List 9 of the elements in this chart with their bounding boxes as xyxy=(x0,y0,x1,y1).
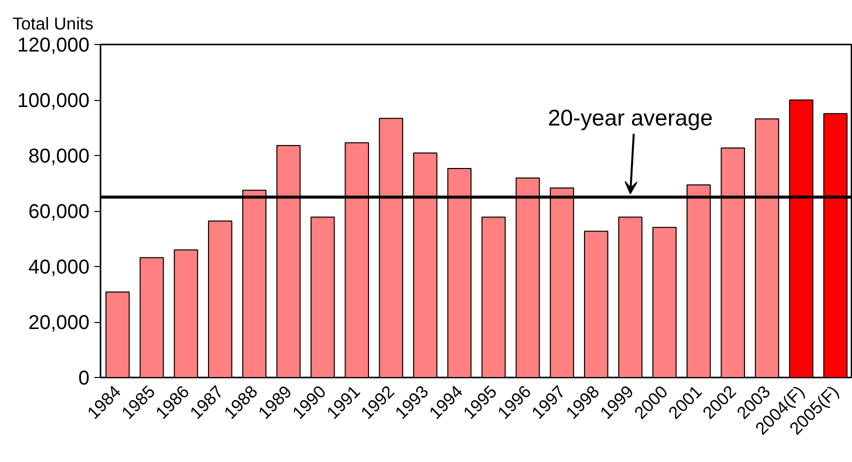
y-tick-label: 120,000 xyxy=(17,34,90,56)
y-tick-label: 60,000 xyxy=(28,201,90,223)
y-axis-title: Total Units xyxy=(12,14,94,34)
y-tick-label: 100,000 xyxy=(17,90,90,112)
y-tick-label: 40,000 xyxy=(28,256,90,278)
y-tick-label: 80,000 xyxy=(28,146,90,168)
annotation: 20-year average xyxy=(548,104,713,131)
y-tick-label: 0 xyxy=(78,368,90,390)
y-tick-label: 20,000 xyxy=(28,312,90,334)
